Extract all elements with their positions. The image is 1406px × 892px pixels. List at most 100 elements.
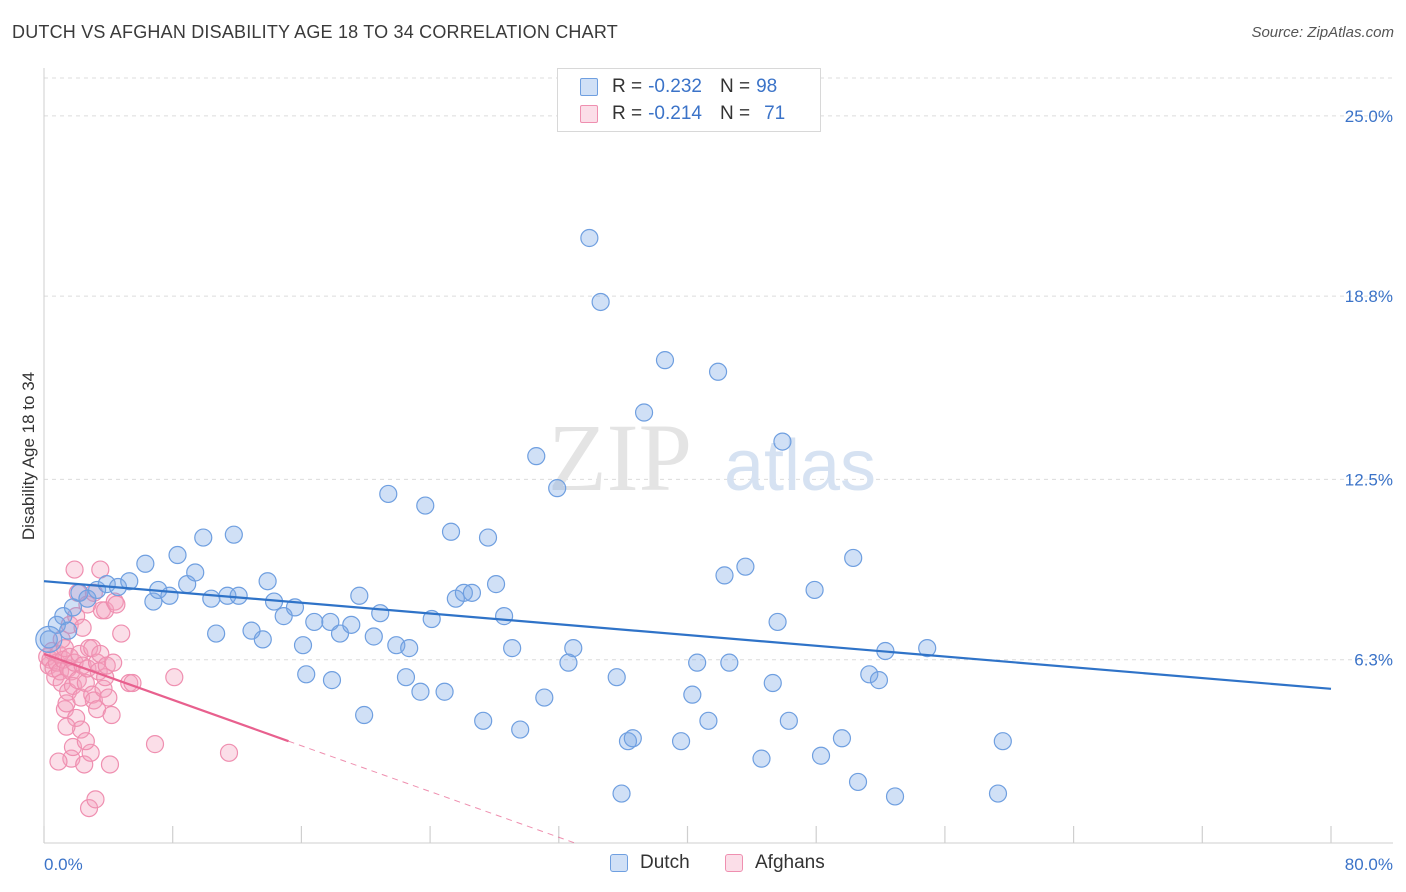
r-value: -0.232 [648,76,702,97]
trend-lines [43,580,1332,844]
afghan-point [100,755,120,774]
y-tick-label: 18.8% [1345,287,1393,306]
n-label: N = [719,103,751,124]
dutch-point [144,592,163,611]
dutch-point [763,673,782,693]
dutch-point [160,586,179,605]
dutch-point [548,479,567,498]
afghan-point [73,618,92,637]
dutch-point [371,604,390,623]
afghan-point [165,668,184,687]
dutch-point [495,607,514,626]
afghan-point [76,732,95,751]
dutch-point [655,351,675,370]
tick-labels: 6.3% 12.5% 18.8% 25.0% 0.0% 80.0% [44,107,1393,874]
dutch-point [708,362,728,381]
n-value: 98 [756,76,778,97]
afghan-point [94,679,113,698]
afghan-point [49,752,68,771]
afghan-point [107,595,126,614]
afghan-point [75,755,94,774]
legend-label-afghans: Afghans [755,852,825,873]
dutch-point [805,580,824,600]
dutch-point [993,732,1012,751]
legend-item-dutch[interactable]: Dutch [610,852,690,874]
dutch-point [591,292,610,312]
dutch-point [186,563,205,582]
afghan-point [91,644,110,664]
dutch-point [168,545,187,565]
dutch-point [580,228,599,248]
dutch-point [564,639,583,658]
dutch-point [435,682,454,701]
r-label: R = [612,76,643,97]
dutch-point [355,705,374,725]
dutch-point [832,729,852,748]
dutch-points [35,228,1012,806]
dutch-point [120,572,139,591]
dutch-point [752,749,771,768]
dutch-point [715,566,734,585]
dutch-point [720,653,739,672]
dutch-point [527,447,546,466]
y-axis-title: Disability Age 18 to 34 [19,372,38,540]
dutch-point [194,528,213,547]
dutch-point [297,665,316,684]
dutch-point [474,711,493,730]
dutch-point [486,575,506,594]
n-label: N = [719,76,751,97]
afghan-point [112,624,131,643]
afghan-point [65,560,84,579]
afghan-point [86,790,105,809]
dutch-point [293,636,313,655]
y-tick-label: 12.5% [1345,470,1393,489]
dutch-point [350,586,369,605]
dutch-point [768,612,787,632]
dutch-point [811,746,831,765]
dutch-point [416,496,435,515]
legend-label-dutch: Dutch [640,852,690,873]
dutch-point [258,572,277,591]
dutch-point [202,589,221,608]
dutch-trend-line [43,580,1332,690]
r-value: -0.214 [648,103,702,124]
correlation-legend: R = -0.232 N = 98 R = -0.214 N = 71 [557,68,821,132]
source-label: Source: ZipAtlas.com [1251,24,1394,41]
dutch-point [511,720,530,739]
dutch-point [364,627,383,646]
afghan-trend-extension [288,740,576,844]
dutch-point [988,784,1008,803]
dutch-point [612,784,631,803]
dutch-point [634,403,654,422]
chart-title: DUTCH VS AFGHAN DISABILITY AGE 18 TO 34 … [12,22,618,42]
dutch-point [253,630,272,649]
n-value: 71 [764,103,786,124]
afghan-point [71,720,91,739]
dutch-point [623,729,642,748]
r-label: R = [612,103,643,124]
dutch-swatch [580,78,598,96]
legend-item-afghans[interactable]: Afghans [725,852,825,874]
dutch-point [224,525,243,544]
dutch-point [35,625,63,653]
dutch-point [918,639,937,658]
dutch-point [671,732,691,751]
dutch-point [736,557,755,576]
dutch-point [779,711,798,730]
dutch-point [607,668,626,687]
dutch-point [885,787,905,806]
dutch-point [844,548,863,568]
afghan-point [105,592,124,611]
afghan-point [104,653,123,672]
dutch-point [207,624,226,643]
dutch-point [136,554,155,573]
dutch-point [535,688,554,707]
dutch-point [869,671,889,690]
dutch-point [379,484,398,504]
afghan-point [57,717,76,736]
afghans-swatch [725,854,743,872]
dutch-point [699,711,718,730]
dutch-point [39,630,58,649]
dutch-point [441,522,461,541]
